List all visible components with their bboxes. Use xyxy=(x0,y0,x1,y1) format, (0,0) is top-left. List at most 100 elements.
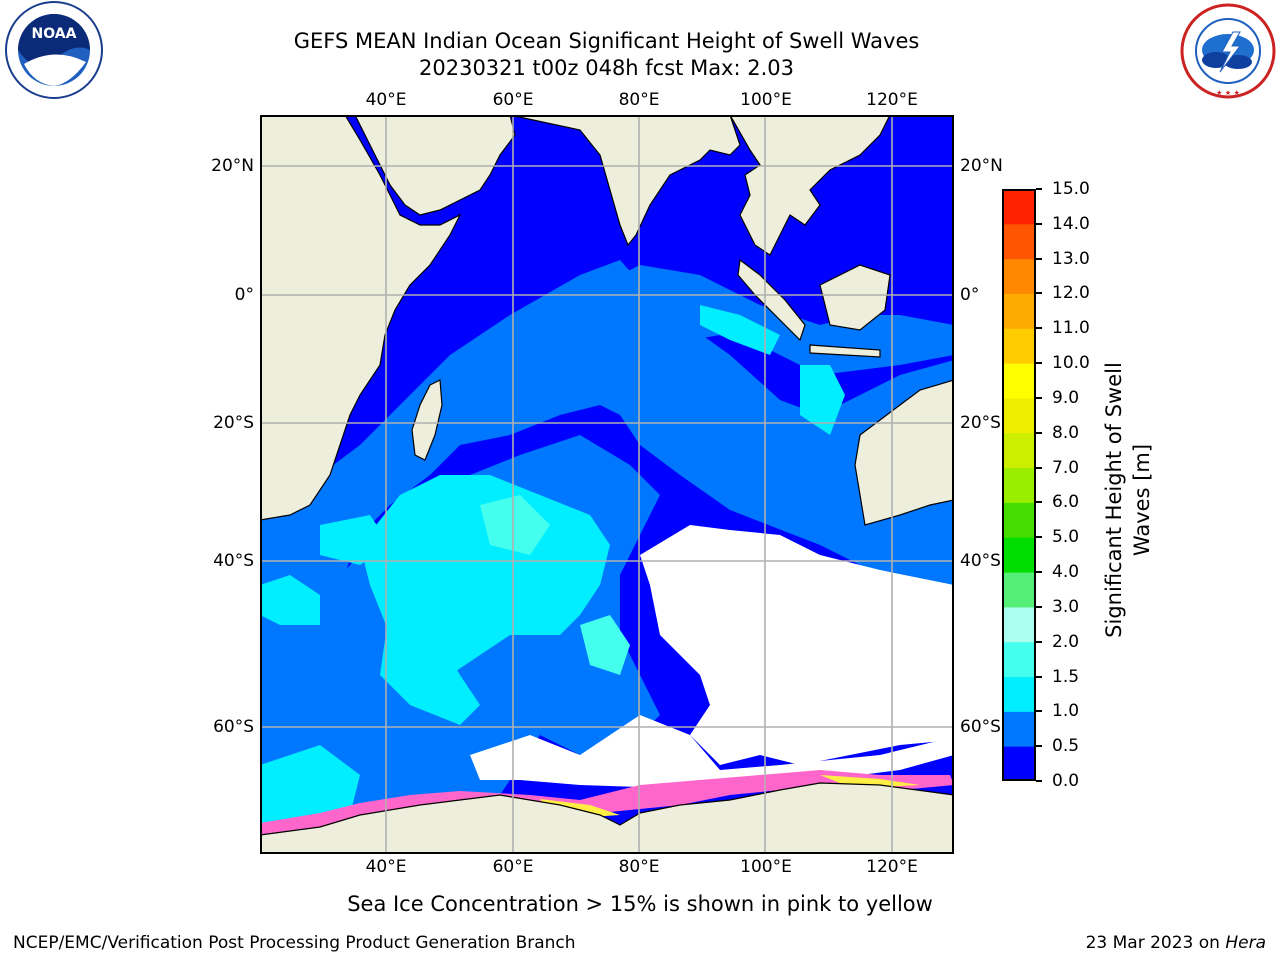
colorbar-tick-label: 7.0 xyxy=(1052,457,1080,478)
colorbar-tick-mark xyxy=(1036,675,1042,678)
colorbar-tick-mark xyxy=(1036,396,1042,399)
colorbar-tick-mark xyxy=(1036,292,1042,295)
lon-tick-top: 80°E xyxy=(618,90,660,110)
lon-tick-bottom: 80°E xyxy=(618,857,660,877)
lon-tick-top: 40°E xyxy=(365,90,407,110)
colorbar-tick-label: 8.0 xyxy=(1052,422,1080,443)
colorbar-tick-mark xyxy=(1036,780,1042,782)
lat-tick-right: 60°S xyxy=(960,717,1001,737)
colorbar-tick-label: 11.0 xyxy=(1052,318,1090,339)
colorbar-tick-mark xyxy=(1036,710,1042,713)
colorbar-bin xyxy=(1002,572,1036,608)
colorbar-tick-label: 13.0 xyxy=(1052,248,1090,269)
lon-tick-bottom: 60°E xyxy=(492,857,534,877)
lat-tick-right: 40°S xyxy=(960,551,1001,571)
colorbar-bin xyxy=(1002,363,1036,399)
swell-band-15-20-b xyxy=(480,495,550,555)
colorbar-bin xyxy=(1002,537,1036,573)
lat-tick-left: 20°S xyxy=(213,413,254,433)
lon-tick-top: 100°E xyxy=(740,90,792,110)
colorbar-tick-label: 10.0 xyxy=(1052,353,1090,374)
footer-machine: Hera xyxy=(1225,933,1266,953)
footer-credit: NCEP/EMC/Verification Post Processing Pr… xyxy=(13,933,576,953)
noaa-center-text: NOAA xyxy=(32,26,77,42)
lon-tick-top: 60°E xyxy=(492,90,534,110)
noaa-logo: NOAA xyxy=(5,1,103,99)
lon-tick-bottom: 100°E xyxy=(740,857,792,877)
lat-tick-left: 20°N xyxy=(211,156,254,176)
colorbar-bin xyxy=(1002,467,1036,503)
colorbar-label-line1: Significant Height of Swell xyxy=(1102,362,1126,638)
colorbar-label-line2: Waves [m] xyxy=(1130,443,1154,557)
colorbar-tick-mark xyxy=(1036,536,1042,539)
colorbar-tick-mark xyxy=(1036,501,1042,504)
swell-band-10-15-e xyxy=(700,305,780,355)
lon-tick-bottom: 120°E xyxy=(866,857,918,877)
lat-tick-left: 40°S xyxy=(213,551,254,571)
map-panel xyxy=(260,115,954,854)
colorbar-bin xyxy=(1002,711,1036,747)
colorbar-bin xyxy=(1002,397,1036,434)
sea-ice-edge xyxy=(260,770,954,835)
land-sumatra xyxy=(737,258,806,342)
colorbar-bin xyxy=(1002,293,1036,329)
colorbar-tick-label: 5.0 xyxy=(1052,527,1080,548)
title-line-1: GEFS MEAN Indian Ocean Significant Heigh… xyxy=(293,29,920,53)
swell-band-10-15-d xyxy=(260,575,320,625)
colorbar-tick-mark xyxy=(1036,188,1042,190)
nws-logo: ★ ★ ★ xyxy=(1180,3,1276,99)
colorbar-bin xyxy=(1002,258,1036,294)
swell-band-15-20 xyxy=(580,615,630,675)
colorbar-tick-mark xyxy=(1036,431,1042,434)
no-data-region-b xyxy=(470,715,954,787)
colorbar-tick-mark xyxy=(1036,605,1042,608)
colorbar-tick-label: 14.0 xyxy=(1052,213,1090,234)
colorbar-tick-mark xyxy=(1036,466,1042,469)
lat-tick-right: 20°N xyxy=(960,156,1003,176)
land-arabia xyxy=(354,115,516,216)
colorbar-bin xyxy=(1002,641,1036,678)
no-data-region xyxy=(640,525,954,765)
lon-tick-bottom: 40°E xyxy=(365,857,407,877)
colorbar-bin xyxy=(1002,606,1036,643)
colorbar xyxy=(1002,189,1036,781)
land-southeast-asia xyxy=(729,115,891,256)
colorbar-tick-label: 0.0 xyxy=(1052,771,1080,791)
colorbar-tick-mark xyxy=(1036,745,1042,748)
svg-text:★ ★ ★: ★ ★ ★ xyxy=(1216,89,1240,97)
land-madagascar xyxy=(411,379,443,461)
lon-tick-top: 120°E xyxy=(866,90,918,110)
colorbar-tick-mark xyxy=(1036,640,1042,643)
colorbar-tick-label: 1.0 xyxy=(1052,701,1080,722)
swell-band-10-15-c xyxy=(380,605,480,725)
footer-date: 23 Mar 2023 on Hera xyxy=(1086,933,1266,953)
lat-tick-right: 20°S xyxy=(960,413,1001,433)
lat-tick-left: 60°S xyxy=(213,717,254,737)
footer-date-text: 23 Mar 2023 on xyxy=(1085,933,1226,953)
colorbar-tick-label: 15.0 xyxy=(1052,179,1090,199)
colorbar-tick-label: 2.0 xyxy=(1052,631,1080,652)
colorbar-tick-label: 6.0 xyxy=(1052,492,1080,513)
colorbar-tick-mark xyxy=(1036,362,1042,365)
colorbar-tick-label: 9.0 xyxy=(1052,387,1080,408)
colorbar-tick-label: 0.5 xyxy=(1052,736,1080,757)
colorbar-bin xyxy=(1002,502,1036,538)
colorbar-bin xyxy=(1002,189,1036,225)
colorbar-tick-mark xyxy=(1036,257,1042,260)
colorbar-bin xyxy=(1002,676,1036,712)
lat-tick-left: 0° xyxy=(234,285,254,305)
map-frame xyxy=(260,115,954,854)
graticule xyxy=(260,115,954,854)
title-line-2: 20230321 t00z 048h fcst Max: 2.03 xyxy=(419,56,794,80)
colorbar-tick-label: 12.0 xyxy=(1052,283,1090,304)
sea-ice-caption: Sea Ice Concentration > 15% is shown in … xyxy=(347,892,933,916)
swell-band-10-15-b xyxy=(320,515,390,565)
colorbar-tick-label: 3.0 xyxy=(1052,596,1080,617)
land-java xyxy=(809,344,881,358)
land-antarctica xyxy=(260,782,954,854)
colorbar-bin xyxy=(1002,746,1036,781)
land-australia xyxy=(854,379,954,526)
colorbar-frame xyxy=(1002,189,1036,781)
land-borneo xyxy=(819,264,891,331)
colorbar-tick-mark xyxy=(1036,571,1042,574)
